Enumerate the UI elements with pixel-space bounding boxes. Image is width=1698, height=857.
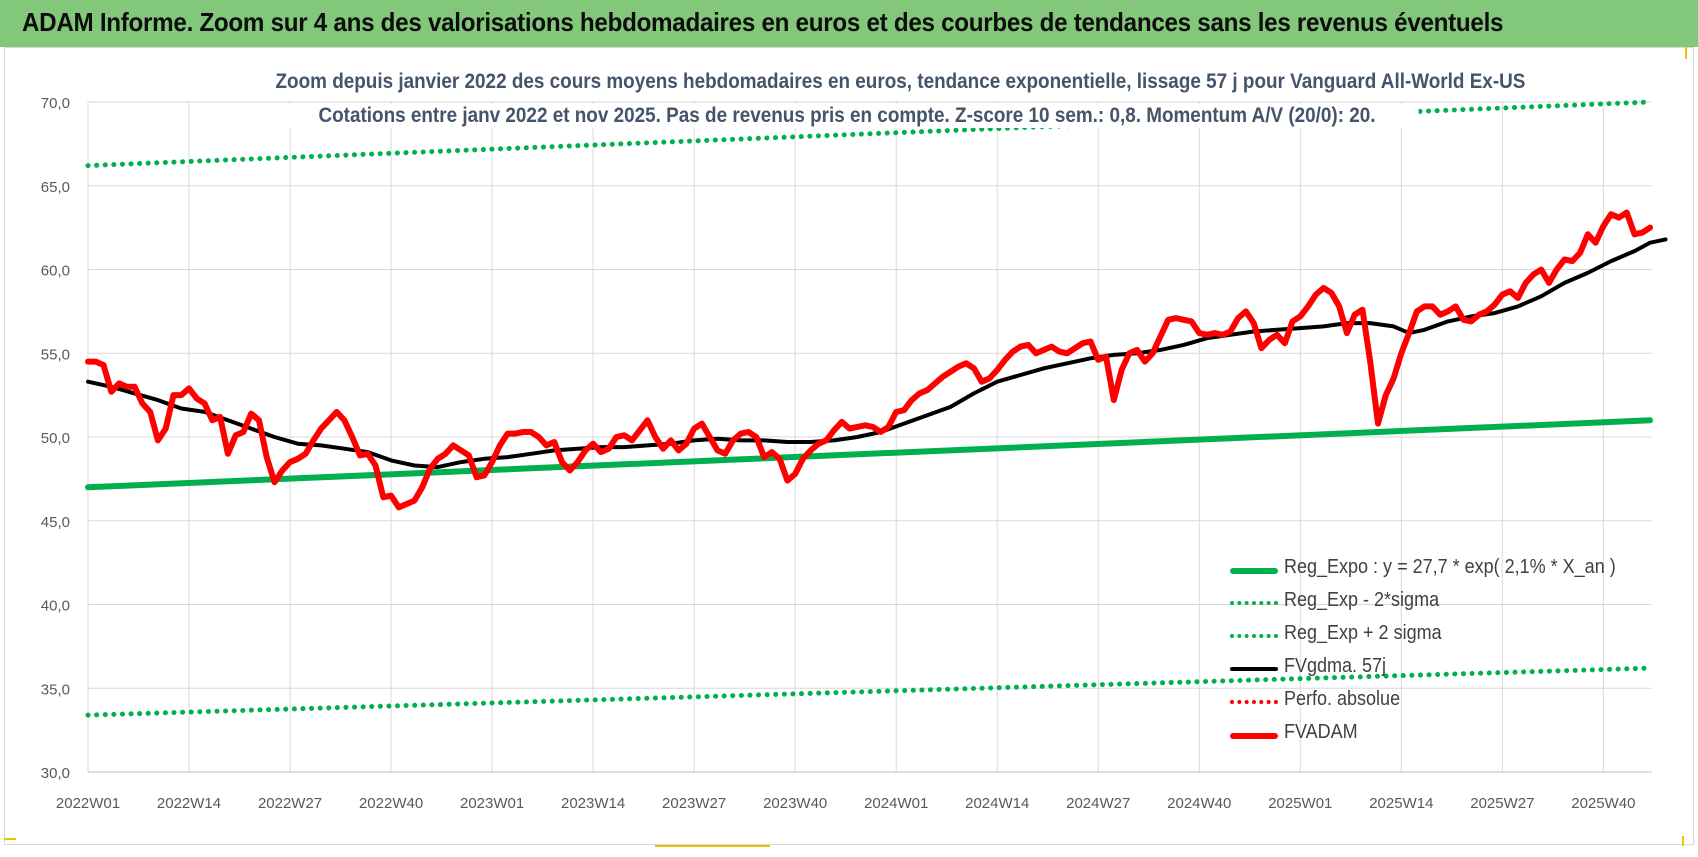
legend-swatch	[1230, 601, 1278, 605]
x-tick-label: 2025W27	[1470, 795, 1534, 812]
legend-item: Reg_Exp - 2*sigma	[1230, 585, 1670, 618]
y-tick-label: 55,0	[41, 346, 70, 363]
legend-label: Perfo. absolue	[1284, 688, 1401, 710]
chart-subtitle: Cotations entre janv 2022 et nov 2025. P…	[275, 104, 1419, 128]
x-tick-label: 2022W14	[157, 795, 221, 812]
legend-label: Reg_Expo : y = 27,7 * exp( 2,1% * X_an )	[1284, 556, 1616, 578]
x-tick-label: 2023W14	[561, 795, 625, 812]
y-tick-label: 50,0	[41, 430, 70, 447]
legend-label: FVADAM	[1284, 721, 1358, 743]
x-tick-label: 2023W01	[460, 795, 524, 812]
corner-mark-bottom-center	[655, 845, 770, 847]
series-line-0	[85, 417, 1653, 491]
legend-label: Reg_Exp + 2 sigma	[1284, 622, 1442, 644]
header-banner: ADAM Informe. Zoom sur 4 ans des valoris…	[0, 0, 1698, 47]
y-axis-tick-labels: 30,0 35,0 40,0 45,0 50,0 55,0 60,0 65,0 70,0	[41, 95, 70, 782]
legend-item: Reg_Expo : y = 27,7 * exp( 2,1% * X_an )	[1230, 552, 1670, 585]
y-tick-label: 35,0	[41, 681, 70, 698]
y-tick-label: 60,0	[41, 263, 70, 280]
x-tick-label: 2022W01	[56, 795, 120, 812]
x-tick-label: 2025W14	[1369, 795, 1433, 812]
x-axis-tick-labels: 2022W01 2022W14 2022W27 2022W40 2023W01 2023W…	[56, 795, 1636, 812]
x-tick-label: 2024W27	[1066, 795, 1130, 812]
legend-item: FVgdma. 57j	[1230, 651, 1670, 684]
x-tick-label: 2024W01	[864, 795, 928, 812]
chart-legend: Reg_Expo : y = 27,7 * exp( 2,1% * X_an )…	[1230, 552, 1670, 750]
series-line-5	[85, 209, 1653, 511]
legend-item: FVADAM	[1230, 717, 1670, 750]
x-tick-label: 2023W27	[662, 795, 726, 812]
series-layer	[85, 99, 1668, 718]
series-line-1	[85, 665, 1653, 718]
y-tick-label: 30,0	[41, 765, 70, 782]
x-tick-label: 2025W01	[1268, 795, 1332, 812]
x-tick-label: 2025W40	[1571, 795, 1635, 812]
x-tick-label: 2022W40	[359, 795, 423, 812]
grid-lines	[87, 101, 1652, 773]
legend-swatch	[1230, 634, 1278, 638]
page-title: ADAM Informe. Zoom sur 4 ans des valoris…	[22, 7, 1504, 37]
legend-item: Reg_Exp + 2 sigma	[1230, 618, 1670, 651]
legend-item: Perfo. absolue	[1230, 684, 1670, 717]
x-tick-label: 2022W27	[258, 795, 322, 812]
chart-frame	[4, 47, 1694, 845]
corner-mark-top-right	[1685, 47, 1687, 59]
x-tick-label: 2023W40	[763, 795, 827, 812]
series-line-2	[85, 99, 1653, 169]
y-tick-label: 45,0	[41, 514, 70, 531]
x-tick-label: 2024W14	[965, 795, 1029, 812]
y-tick-label: 40,0	[41, 598, 70, 615]
y-tick-label: 65,0	[41, 179, 70, 196]
legend-swatch	[1230, 568, 1278, 574]
corner-mark-bottom-left	[4, 838, 16, 840]
legend-label: FVgdma. 57j	[1284, 655, 1387, 677]
legend-label: Reg_Exp - 2*sigma	[1284, 589, 1440, 611]
corner-mark-bottom-right	[1682, 836, 1684, 846]
legend-swatch	[1230, 733, 1278, 739]
y-tick-label: 70,0	[41, 95, 70, 112]
legend-swatch	[1230, 667, 1278, 671]
chart-title: Zoom depuis janvier 2022 des cours moyen…	[275, 70, 1526, 94]
x-tick-label: 2024W40	[1167, 795, 1231, 812]
legend-swatch	[1230, 700, 1278, 704]
